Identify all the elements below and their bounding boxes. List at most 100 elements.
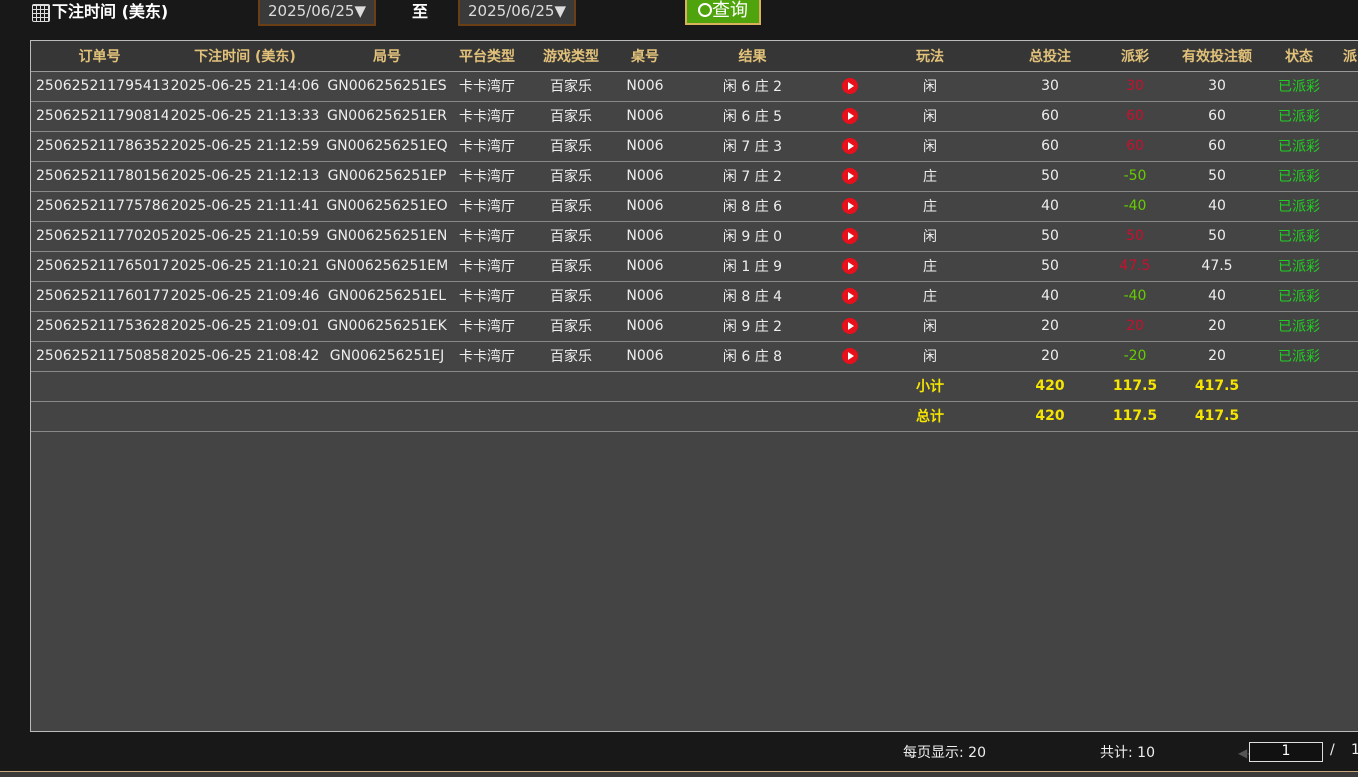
cell: 百家乐 bbox=[522, 281, 620, 312]
cell: 闲 8 庄 6 bbox=[670, 191, 835, 222]
cell: 庄 bbox=[865, 191, 995, 222]
empty-cell bbox=[1329, 191, 1358, 222]
table-row: 250625211750858 2025-06-25 21:08:42 GN0062… bbox=[31, 341, 1358, 372]
play-video-icon[interactable] bbox=[842, 138, 858, 154]
taskbar-strip bbox=[0, 771, 1358, 777]
cell: 60 bbox=[1165, 131, 1269, 162]
empty-cell bbox=[1329, 221, 1358, 252]
cell: N006 bbox=[620, 341, 670, 372]
page-separator: / bbox=[1330, 742, 1335, 758]
play-video-icon[interactable] bbox=[842, 228, 858, 244]
cell: 百家乐 bbox=[522, 161, 620, 192]
empty-cell bbox=[31, 401, 865, 432]
calendar-icon bbox=[32, 4, 50, 22]
cell: 百家乐 bbox=[522, 101, 620, 132]
cell: 闲 bbox=[865, 221, 995, 252]
cell: 2025-06-25 21:12:59 bbox=[168, 131, 322, 162]
total-row: 总计 420 117.5 417.5 bbox=[31, 401, 1358, 432]
cell: GN006256251EP bbox=[322, 161, 452, 192]
empty-cell bbox=[1329, 281, 1358, 312]
cell: 47.5 bbox=[1105, 251, 1165, 282]
replay-cell bbox=[835, 131, 865, 162]
cell: GN006256251EO bbox=[322, 191, 452, 222]
column-header: 派 bbox=[1329, 41, 1358, 72]
replay-cell bbox=[835, 311, 865, 342]
cell: GN006256251EK bbox=[322, 311, 452, 342]
total-pages: 1 bbox=[1351, 742, 1358, 758]
date-from-select[interactable]: 2025/06/25▼ bbox=[258, 0, 376, 26]
column-header: 总投注 bbox=[995, 41, 1105, 72]
play-video-icon[interactable] bbox=[842, 258, 858, 274]
cell: N006 bbox=[620, 191, 670, 222]
cell: 40 bbox=[995, 281, 1105, 312]
play-video-icon[interactable] bbox=[842, 108, 858, 124]
play-video-icon[interactable] bbox=[842, 288, 858, 304]
cell: 卡卡湾厅 bbox=[452, 161, 522, 192]
cell: 闲 6 庄 5 bbox=[670, 101, 835, 132]
cell: 20 bbox=[1165, 341, 1269, 372]
cell: 闲 bbox=[865, 341, 995, 372]
cell: 250625211753628 bbox=[31, 311, 168, 342]
date-to-select[interactable]: 2025/06/25▼ bbox=[458, 0, 576, 26]
empty-cell bbox=[1269, 401, 1358, 432]
cell: 卡卡湾厅 bbox=[452, 101, 522, 132]
cell: 已派彩 bbox=[1269, 251, 1329, 282]
cell: 百家乐 bbox=[522, 131, 620, 162]
cell: 250625211786352 bbox=[31, 131, 168, 162]
query-button[interactable]: 查询 bbox=[685, 0, 761, 25]
play-video-icon[interactable] bbox=[842, 78, 858, 94]
cell: 250625211775786 bbox=[31, 191, 168, 222]
total-count: 共计: 10 bbox=[1100, 745, 1155, 761]
cell: 百家乐 bbox=[522, 311, 620, 342]
cell: 闲 9 庄 2 bbox=[670, 311, 835, 342]
column-header: 有效投注额 bbox=[1165, 41, 1269, 72]
play-video-icon[interactable] bbox=[842, 198, 858, 214]
table-row: 250625211790814 2025-06-25 21:13:33 GN0062… bbox=[31, 101, 1358, 132]
cell: 百家乐 bbox=[522, 191, 620, 222]
cell: -40 bbox=[1105, 281, 1165, 312]
cell: 60 bbox=[995, 101, 1105, 132]
cell: GN006256251ER bbox=[322, 101, 452, 132]
replay-cell bbox=[835, 281, 865, 312]
cell: 闲 7 庄 3 bbox=[670, 131, 835, 162]
cell: 已派彩 bbox=[1269, 101, 1329, 132]
cell: 250625211760177 bbox=[31, 281, 168, 312]
total-valid: 417.5 bbox=[1165, 401, 1269, 432]
cell: 250625211790814 bbox=[31, 101, 168, 132]
empty-cell bbox=[1329, 101, 1358, 132]
cell: 40 bbox=[1165, 281, 1269, 312]
cell: GN006256251EN bbox=[322, 221, 452, 252]
replay-cell bbox=[835, 191, 865, 222]
total-label: 总计 bbox=[865, 401, 995, 432]
play-video-icon[interactable] bbox=[842, 348, 858, 364]
cell: 卡卡湾厅 bbox=[452, 191, 522, 222]
column-header: 平台类型 bbox=[452, 41, 522, 72]
column-header: 派彩 bbox=[1105, 41, 1165, 72]
cell: -50 bbox=[1105, 161, 1165, 192]
cell: 2025-06-25 21:12:13 bbox=[168, 161, 322, 192]
per-page-label: 每页显示: 20 bbox=[903, 745, 986, 761]
cell: 60 bbox=[1105, 101, 1165, 132]
cell: 250625211795413 bbox=[31, 71, 168, 102]
cell: 闲 bbox=[865, 101, 995, 132]
empty-cell bbox=[1329, 71, 1358, 102]
total-payout: 117.5 bbox=[1105, 401, 1165, 432]
table-row: 250625211753628 2025-06-25 21:09:01 GN0062… bbox=[31, 311, 1358, 342]
page-input[interactable]: 1 bbox=[1249, 742, 1323, 762]
cell: 庄 bbox=[865, 251, 995, 282]
cell: 50 bbox=[1165, 221, 1269, 252]
play-video-icon[interactable] bbox=[842, 168, 858, 184]
cell: 闲 6 庄 2 bbox=[670, 71, 835, 102]
cell: 已派彩 bbox=[1269, 341, 1329, 372]
play-video-icon[interactable] bbox=[842, 318, 858, 334]
cell: 卡卡湾厅 bbox=[452, 281, 522, 312]
cell: N006 bbox=[620, 251, 670, 282]
cell: GN006256251ES bbox=[322, 71, 452, 102]
cell: 60 bbox=[995, 131, 1105, 162]
empty-cell bbox=[1329, 251, 1358, 282]
cell: 250625211780156 bbox=[31, 161, 168, 192]
cell: 闲 bbox=[865, 131, 995, 162]
table-row: 250625211786352 2025-06-25 21:12:59 GN0062… bbox=[31, 131, 1358, 162]
cell: 2025-06-25 21:11:41 bbox=[168, 191, 322, 222]
cell: 20 bbox=[995, 311, 1105, 342]
